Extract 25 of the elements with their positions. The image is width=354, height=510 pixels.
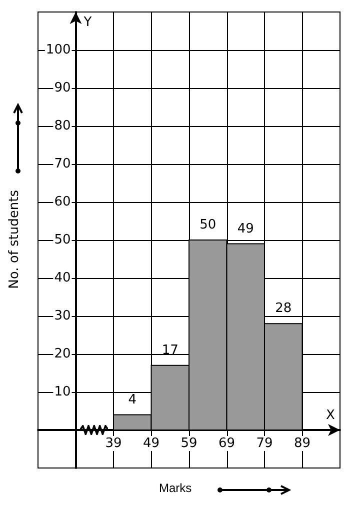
x-tick-label: 39	[105, 436, 122, 451]
y-tick-label: 80	[54, 118, 71, 134]
y-tick-label: 50	[54, 232, 71, 248]
y-tick-label: 10	[54, 384, 71, 400]
y-tick-label: 30	[54, 308, 71, 324]
y-tick-label: 70	[54, 156, 71, 172]
y-tick-label: 60	[54, 194, 71, 210]
y-tick-label: 40	[54, 270, 71, 286]
annotation: X	[326, 408, 335, 423]
x-tick-label: 49	[142, 436, 160, 451]
x-tick-label: 59	[180, 436, 198, 451]
x-axis-title: Marks	[159, 481, 192, 495]
annotation: Y	[82, 15, 92, 30]
y-tick-label: 100	[46, 42, 71, 58]
y-tick-label: 90	[54, 80, 71, 96]
data-label: 49	[237, 221, 254, 236]
y-tick-label: 20	[54, 346, 71, 362]
data-label: 17	[162, 342, 178, 358]
data-label: 28	[275, 301, 292, 316]
y-axis-title: No. of students	[7, 190, 22, 289]
x-tick-label: 89	[294, 436, 311, 451]
data-label: 50	[200, 218, 216, 232]
data-label: 4	[128, 392, 137, 408]
x-tick-label: 69	[218, 436, 236, 451]
x-tick-label: 79	[256, 436, 273, 451]
